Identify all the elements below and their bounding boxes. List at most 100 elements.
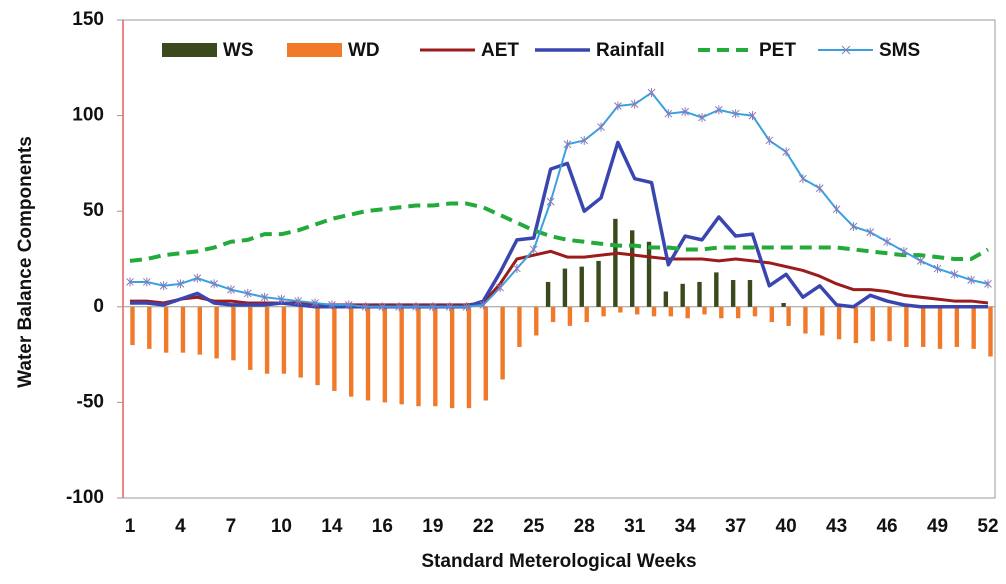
bar xyxy=(618,306,623,313)
marker xyxy=(866,227,875,237)
marker xyxy=(328,300,336,310)
marker xyxy=(294,296,303,306)
bar xyxy=(752,306,758,317)
bar xyxy=(517,306,522,347)
marker xyxy=(361,302,370,312)
bar xyxy=(680,283,685,307)
bar xyxy=(630,230,635,307)
marker xyxy=(647,88,656,98)
legend-label: WS xyxy=(223,40,254,61)
y-tick-label: -100 xyxy=(66,487,104,508)
marker xyxy=(496,283,504,293)
x-tick-label: 46 xyxy=(876,516,897,537)
marker xyxy=(126,277,134,287)
bar xyxy=(613,218,618,307)
bar xyxy=(180,306,186,353)
bar xyxy=(697,281,702,307)
marker xyxy=(799,174,807,184)
bar xyxy=(685,306,690,319)
y-tick-label: 50 xyxy=(83,200,104,221)
bar xyxy=(584,306,589,323)
marker xyxy=(159,281,168,291)
bar xyxy=(500,306,505,380)
marker xyxy=(916,256,925,266)
marker xyxy=(378,302,387,312)
legend-swatch xyxy=(287,43,342,57)
bar xyxy=(315,306,320,386)
marker xyxy=(630,99,639,109)
bar xyxy=(803,306,808,334)
legend-swatch xyxy=(162,43,217,57)
bar xyxy=(596,260,601,307)
bar xyxy=(747,280,753,307)
marker xyxy=(984,279,992,289)
x-tick-label: 31 xyxy=(624,516,646,537)
bar xyxy=(714,272,719,307)
bar xyxy=(719,306,724,319)
x-tick-label: 49 xyxy=(927,516,948,537)
x-tick-label: 14 xyxy=(321,516,343,537)
marker xyxy=(428,302,437,312)
bar xyxy=(954,306,960,347)
bar xyxy=(433,306,438,407)
marker xyxy=(193,273,202,283)
marker xyxy=(227,285,235,295)
legend-label: AET xyxy=(481,40,519,61)
marker xyxy=(832,204,841,214)
marker xyxy=(597,122,605,132)
bar xyxy=(971,306,976,349)
x-tick-label: 37 xyxy=(725,516,746,537)
marker xyxy=(311,298,319,308)
bar xyxy=(231,306,236,361)
marker xyxy=(260,292,269,302)
x-tick-label: 7 xyxy=(226,516,237,537)
x-tick-label: 34 xyxy=(675,516,697,537)
bar xyxy=(870,306,875,342)
bar xyxy=(730,280,736,307)
bar xyxy=(781,302,786,307)
marker xyxy=(614,101,622,111)
bar xyxy=(197,306,202,355)
line-rainfall xyxy=(130,140,988,309)
bar xyxy=(545,281,551,307)
marker xyxy=(546,197,555,207)
marker xyxy=(748,111,757,121)
bar xyxy=(449,306,455,409)
marker xyxy=(664,109,673,119)
bar xyxy=(786,306,791,326)
marker xyxy=(849,221,858,231)
marker xyxy=(243,288,252,298)
bar xyxy=(483,306,488,401)
marker xyxy=(344,300,353,310)
marker xyxy=(513,264,521,274)
bar xyxy=(769,306,774,323)
marker xyxy=(176,279,185,289)
plot-frame xyxy=(122,19,996,499)
y-tick-label: 0 xyxy=(93,296,104,317)
bar xyxy=(937,306,943,349)
marker xyxy=(210,279,218,289)
bar xyxy=(820,306,825,336)
y-tick-label: 150 xyxy=(72,9,104,30)
bar xyxy=(646,241,652,307)
x-tick-label: 1 xyxy=(125,516,136,537)
bar xyxy=(904,306,909,347)
x-tick-label: 19 xyxy=(422,516,443,537)
legend-label: SMS xyxy=(879,40,920,61)
marker xyxy=(698,113,706,123)
y-tick-label: 100 xyxy=(72,105,104,126)
bar xyxy=(399,306,404,405)
bar xyxy=(349,306,354,397)
bar xyxy=(668,306,674,317)
marker xyxy=(277,294,286,304)
bar xyxy=(130,306,135,346)
x-tick-label: 52 xyxy=(977,516,998,537)
bar xyxy=(214,306,219,359)
bar xyxy=(988,306,993,357)
bar xyxy=(365,306,371,401)
marker xyxy=(782,147,790,157)
marker xyxy=(765,135,774,145)
x-tick-label: 40 xyxy=(776,516,797,537)
marker xyxy=(580,135,589,145)
marker xyxy=(563,139,572,149)
